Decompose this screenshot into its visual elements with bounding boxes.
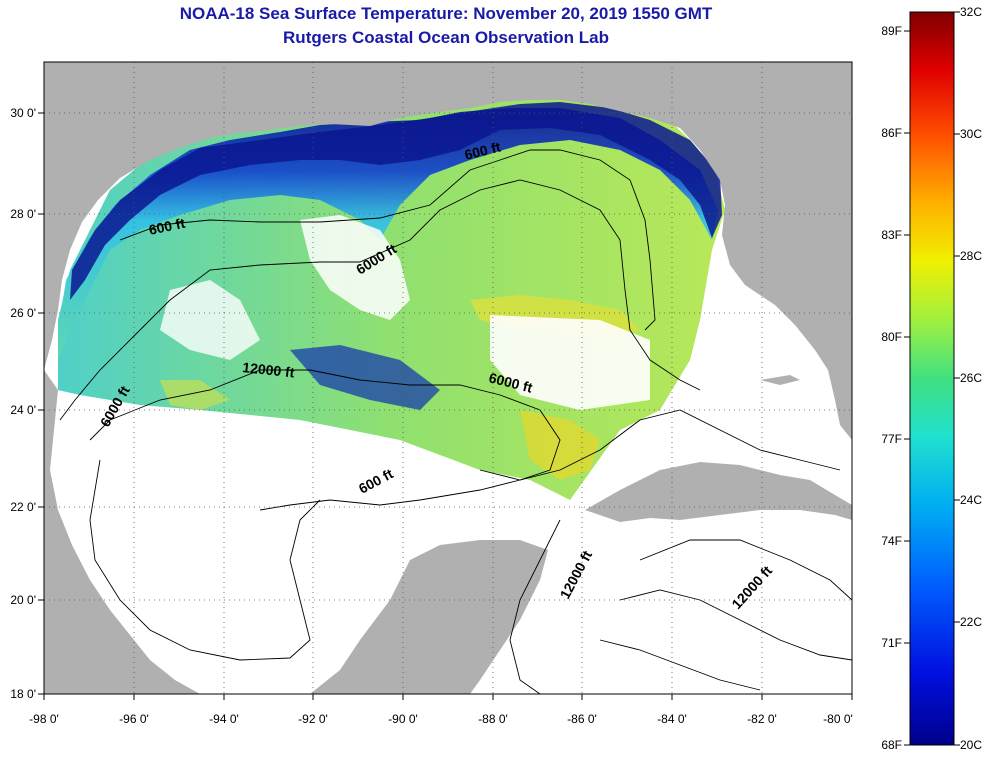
lon-tick-label: -90 0'	[388, 712, 418, 726]
colorbar-c-label: 24C	[960, 493, 982, 507]
colorbar-f-label: 83F	[881, 228, 902, 242]
contour-600-west: 600 ft	[147, 215, 186, 238]
colorbar-f-label: 77F	[881, 432, 902, 446]
land	[44, 62, 852, 694]
lon-tick-label: -94 0'	[209, 712, 239, 726]
lat-tick-label: 28 0'	[10, 207, 36, 221]
lat-tick-label: 22 0'	[10, 500, 36, 514]
contour-12000-west: 12000 ft	[242, 359, 296, 380]
colorbar-f-label: 89F	[881, 24, 902, 38]
graticule	[44, 62, 852, 694]
colorbar-c-label: 28C	[960, 249, 982, 263]
map-subtitle: Rutgers Coastal Ocean Observation Lab	[283, 28, 609, 47]
colorbar-c-label: 26C	[960, 371, 982, 385]
lon-tick-label: -88 0'	[478, 712, 508, 726]
colorbar-c-label: 30C	[960, 127, 982, 141]
lat-tick-label: 24 0'	[10, 403, 36, 417]
colorbar-c-label: 20C	[960, 738, 982, 752]
lat-tick-label: 20 0'	[10, 593, 36, 607]
map-title: NOAA-18 Sea Surface Temperature: Novembe…	[179, 4, 713, 23]
lon-tick-label: -98 0'	[29, 712, 59, 726]
latitude-axis: 30 0' 28 0' 26 0' 24 0' 22 0' 20 0' 18 0…	[10, 106, 44, 701]
sst-swath	[58, 90, 725, 500]
lon-tick-label: -92 0'	[298, 712, 328, 726]
map-frame	[43, 61, 853, 695]
lon-tick-label: -86 0'	[567, 712, 597, 726]
lon-tick-label: -82 0'	[747, 712, 777, 726]
colorbar-f-label: 80F	[881, 330, 902, 344]
lon-tick-label: -96 0'	[119, 712, 149, 726]
colorbar-f-label: 68F	[881, 738, 902, 752]
colorbar-c-label: 32C	[960, 5, 982, 19]
colorbar-f-label: 86F	[881, 126, 902, 140]
lat-tick-label: 26 0'	[10, 306, 36, 320]
colorbar-f-label: 71F	[881, 636, 902, 650]
colorbar-f-label: 74F	[881, 534, 902, 548]
lon-tick-label: -84 0'	[657, 712, 687, 726]
color-legend: 89F 86F 83F 80F 77F 74F 71F 68F 32C 30C …	[881, 5, 982, 752]
longitude-axis: -98 0' -96 0' -94 0' -92 0' -90 0' -88 0…	[29, 694, 853, 726]
colorbar	[909, 11, 955, 746]
bathymetry-contours	[59, 149, 852, 694]
lon-tick-label: -80 0'	[823, 712, 853, 726]
lat-tick-label: 18 0'	[10, 687, 36, 701]
lat-tick-label: 30 0'	[10, 106, 36, 120]
colorbar-c-label: 22C	[960, 615, 982, 629]
